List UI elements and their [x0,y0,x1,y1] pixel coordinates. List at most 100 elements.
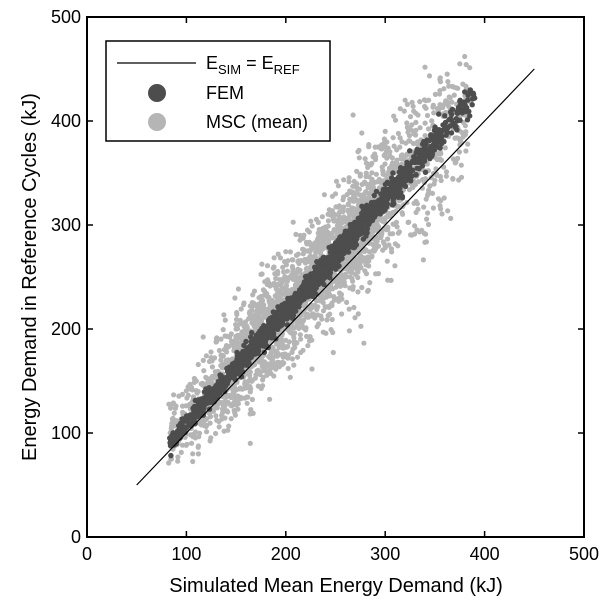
msc-point [304,258,310,264]
msc-point [422,120,428,126]
msc-point [382,172,388,178]
msc-point [336,214,342,220]
fem-point [171,434,178,441]
msc-point [218,357,224,363]
fem-point [425,147,432,154]
msc-point [249,303,255,310]
y-tick-label: 400 [51,111,81,131]
legend-ref-eq: = E [241,53,274,73]
fem-point [334,246,340,252]
msc-point [303,325,309,331]
fem-point [465,92,471,99]
msc-point [239,334,245,340]
msc-point [315,219,321,225]
fem-point [449,111,455,118]
fem-point [355,217,361,223]
msc-point [396,229,402,235]
msc-point [290,330,296,336]
x-tick-label: 200 [271,544,301,564]
fem-point [469,102,475,108]
msc-point [244,324,250,331]
msc-point [314,306,320,312]
msc-point [320,308,327,314]
msc-point [282,353,288,360]
msc-point [457,61,463,67]
fem-point [300,285,306,292]
msc-point [406,187,412,193]
msc-point [317,240,323,246]
msc-point [390,135,396,141]
msc-point [184,441,190,447]
msc-point [183,388,189,394]
msc-point [284,326,290,332]
msc-point [345,215,351,221]
msc-point [260,383,266,389]
fem-point [365,208,371,214]
msc-point [359,181,365,187]
msc-point [410,103,416,109]
msc-point [410,128,416,134]
msc-point [445,79,451,85]
y-tick-label: 100 [51,423,81,443]
msc-point [287,374,293,380]
msc-point [352,262,358,268]
msc-point [443,169,450,175]
msc-point [280,342,286,348]
msc-point [417,125,423,131]
msc-point [306,229,312,235]
msc-point [378,180,384,186]
msc-point [389,249,395,255]
msc-point [328,232,334,238]
msc-point [372,144,378,150]
msc-point [273,366,279,372]
msc-point [329,300,335,306]
msc-point [463,62,469,68]
msc-point [291,339,297,345]
legend-marker-fem [148,84,166,102]
msc-point [200,420,206,426]
msc-point [289,274,295,280]
msc-point [305,343,311,349]
fem-point [390,170,396,176]
msc-point [171,410,177,416]
msc-point [380,247,386,253]
fem-point [277,312,283,318]
fem-point [309,280,316,287]
msc-point [413,119,419,125]
msc-point [355,269,361,275]
fem-point [251,344,257,350]
fem-point [436,145,443,151]
msc-point [437,173,443,180]
msc-point [236,321,242,327]
msc-point [175,458,181,464]
msc-point [278,282,284,288]
msc-point [452,160,458,166]
msc-point [220,353,226,359]
fem-point [373,188,380,195]
msc-point [195,361,201,368]
x-tick-label: 0 [82,544,92,564]
msc-point [429,190,436,196]
msc-point [432,91,438,97]
fem-point [353,231,359,237]
fem-point [268,327,274,334]
msc-point [323,294,329,300]
msc-point [327,284,334,290]
msc-point [179,442,186,448]
fem-point [353,223,359,229]
msc-point [354,185,360,191]
msc-point [365,185,371,191]
msc-point [324,229,330,235]
fem-point [382,181,389,188]
msc-point [425,126,432,132]
msc-point [277,255,283,261]
legend-label-fem: FEM [206,83,244,103]
msc-point [209,364,215,370]
msc-point [379,229,385,235]
msc-point [432,177,438,184]
fem-point [218,375,224,381]
msc-point [213,339,219,345]
fem-point [467,87,473,93]
fem-point [267,315,273,322]
msc-point [395,203,401,209]
